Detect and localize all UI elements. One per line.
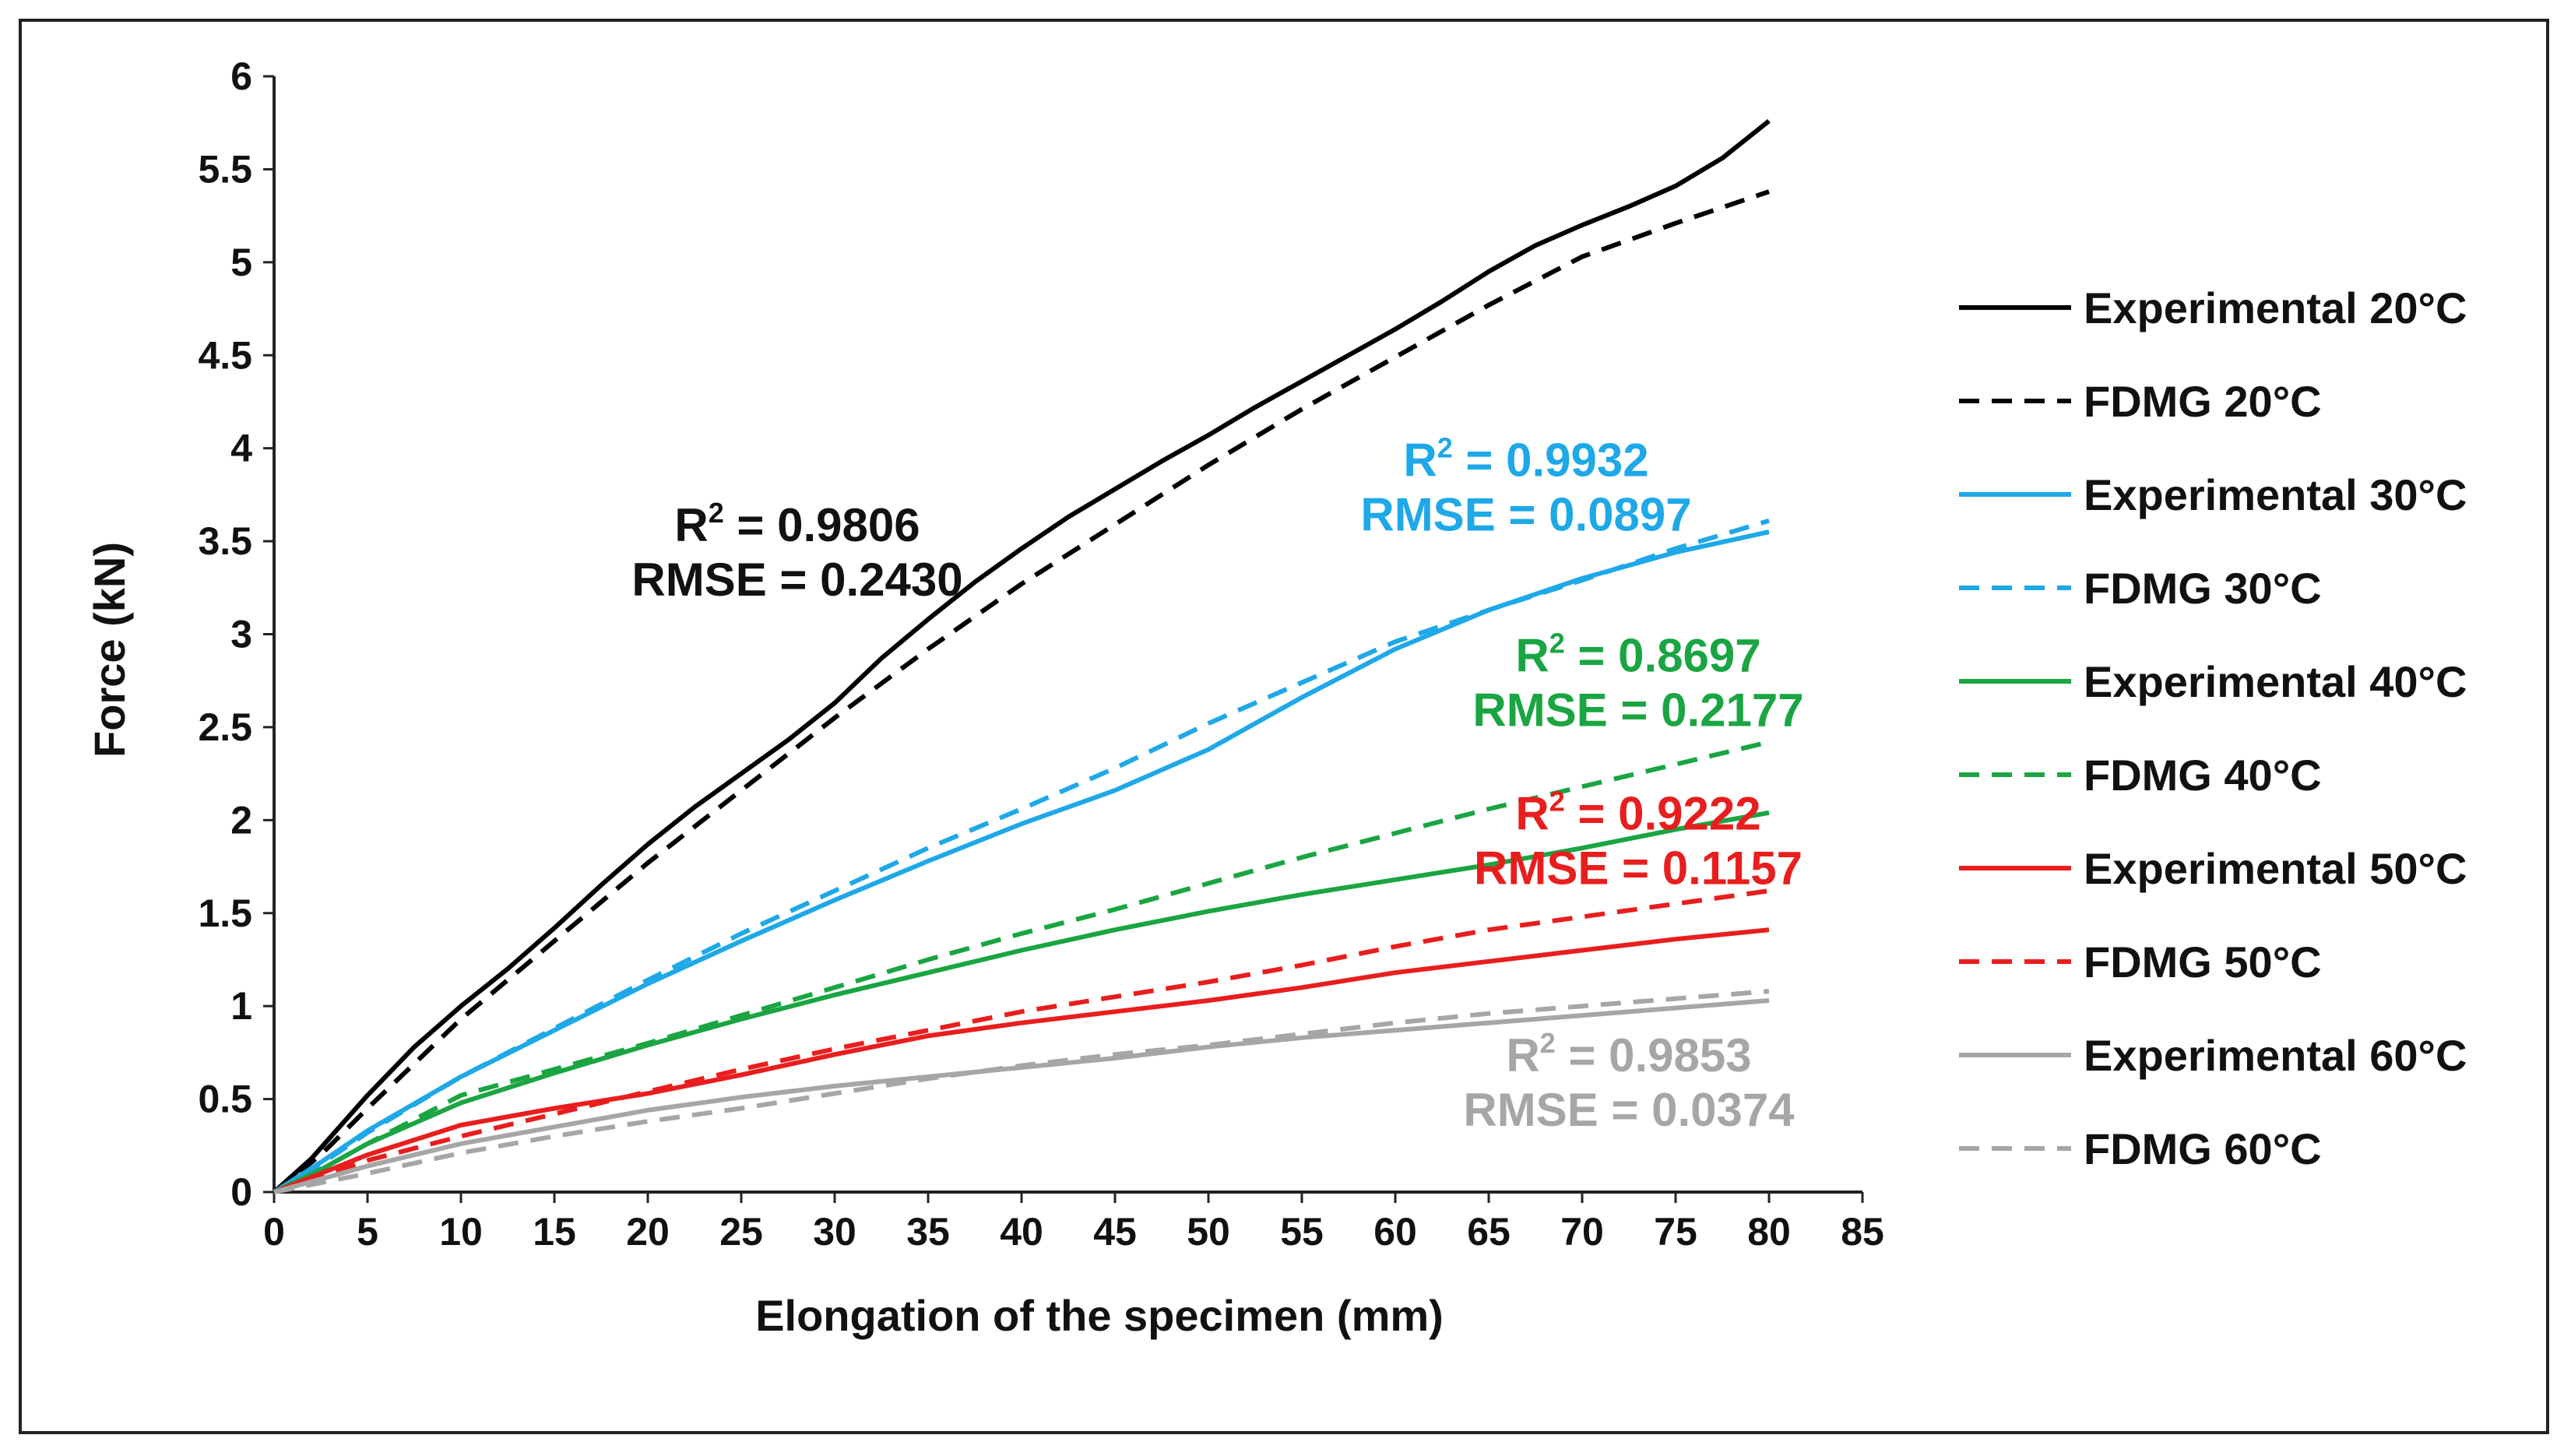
x-tick-label: 65 xyxy=(1467,1210,1511,1254)
series-line-experimental-50-c xyxy=(273,927,1770,1194)
y-tick-label: 5 xyxy=(230,241,252,284)
x-tick-label: 50 xyxy=(1187,1210,1230,1254)
legend-item: FDMG 20°C xyxy=(1959,377,2322,426)
x-tick-label: 35 xyxy=(906,1210,950,1254)
series-line-fdmg-30-c xyxy=(273,518,1770,1194)
legend-label: Experimental 30°C xyxy=(2084,470,2467,519)
x-tick-label: 5 xyxy=(357,1210,378,1254)
x-tick-label: 30 xyxy=(813,1210,856,1254)
legend-item: FDMG 50°C xyxy=(1959,937,2322,986)
r2-annotation: R2 = 0.8697 xyxy=(1515,627,1760,681)
r2-annotation: R2 = 0.9806 xyxy=(674,497,920,551)
series-line-fdmg-40-c xyxy=(273,740,1770,1194)
axes: 00.511.522.533.544.555.560 5 10 15 20 25 30 35 4… xyxy=(198,55,1883,1254)
x-tick-label: 80 xyxy=(1747,1210,1791,1254)
x-tick-label: 55 xyxy=(1280,1210,1324,1254)
y-tick-label: 2.5 xyxy=(198,705,252,749)
legend: Experimental 20°C FDMG 20°C Experimental 3… xyxy=(1959,283,2467,1173)
y-tick-label: 6 xyxy=(230,55,252,98)
legend-label: Experimental 60°C xyxy=(2084,1031,2467,1080)
legend-label: FDMG 60°C xyxy=(2084,1124,2322,1173)
legend-item: FDMG 60°C xyxy=(1959,1124,2322,1173)
x-tick-label: 0 xyxy=(263,1210,285,1254)
rmse-annotation: RMSE = 0.1157 xyxy=(1474,842,1803,894)
rmse-annotation: RMSE = 0.2177 xyxy=(1472,684,1803,736)
series-line-fdmg-50-c xyxy=(273,888,1770,1194)
legend-item: Experimental 20°C xyxy=(1959,283,2467,332)
series-line-experimental-20-c xyxy=(272,118,1771,1194)
y-tick-label: 3 xyxy=(230,613,252,656)
x-axis-title: Elongation of the specimen (mm) xyxy=(755,1291,1444,1340)
r2-annotation: R2 = 0.9222 xyxy=(1515,785,1760,839)
legend-label: FDMG 30°C xyxy=(2084,564,2322,613)
x-tick-label: 85 xyxy=(1841,1210,1884,1254)
legend-item: FDMG 30°C xyxy=(1959,564,2322,613)
x-tick-label: 45 xyxy=(1093,1210,1137,1254)
y-tick-label: 4.5 xyxy=(198,333,252,377)
series-line-experimental-60-c xyxy=(273,998,1770,1194)
x-tick-label: 40 xyxy=(1000,1210,1043,1254)
y-tick-label: 2 xyxy=(230,798,252,842)
x-tick-label: 25 xyxy=(719,1210,763,1254)
x-tick-label: 10 xyxy=(439,1210,483,1254)
series-layer xyxy=(272,118,1771,1194)
legend-item: Experimental 60°C xyxy=(1959,1031,2467,1080)
legend-item: Experimental 30°C xyxy=(1959,470,2467,519)
legend-item: Experimental 50°C xyxy=(1959,844,2467,893)
legend-item: Experimental 40°C xyxy=(1959,657,2467,706)
rmse-annotation: RMSE = 0.0897 xyxy=(1360,488,1691,540)
y-tick-label: 1 xyxy=(230,984,252,1028)
legend-label: Experimental 20°C xyxy=(2084,283,2467,332)
series-line-fdmg-60-c xyxy=(273,989,1770,1194)
x-tick-label: 20 xyxy=(626,1210,670,1254)
legend-label: Experimental 50°C xyxy=(2084,844,2467,893)
x-tick-label: 75 xyxy=(1654,1210,1697,1254)
series-line-experimental-40-c xyxy=(273,810,1770,1194)
x-tick-label: 70 xyxy=(1560,1210,1604,1254)
legend-label: Experimental 40°C xyxy=(2084,657,2467,706)
y-axis-title: Force (kN) xyxy=(85,542,134,758)
y-tick-label: 3.5 xyxy=(198,519,252,563)
rmse-annotation: RMSE = 0.0374 xyxy=(1463,1084,1795,1136)
y-tick-label: 1.5 xyxy=(198,892,252,935)
legend-label: FDMG 50°C xyxy=(2084,937,2322,986)
r2-annotation: R2 = 0.9932 xyxy=(1403,431,1648,486)
rmse-annotation: RMSE = 0.2430 xyxy=(631,554,962,606)
y-tick-label: 0 xyxy=(230,1170,252,1214)
legend-item: FDMG 40°C xyxy=(1959,751,2322,800)
x-tick-label: 60 xyxy=(1373,1210,1417,1254)
legend-label: FDMG 20°C xyxy=(2084,377,2322,426)
y-tick-label: 0.5 xyxy=(198,1078,252,1121)
y-tick-label: 4 xyxy=(230,427,252,470)
y-tick-label: 5.5 xyxy=(198,147,252,191)
x-tick-label: 15 xyxy=(533,1210,576,1254)
legend-label: FDMG 40°C xyxy=(2084,751,2322,800)
series-line-fdmg-20-c xyxy=(273,189,1770,1194)
chart-frame xyxy=(19,19,2549,1434)
r2-annotation: R2 = 0.9853 xyxy=(1506,1027,1751,1081)
